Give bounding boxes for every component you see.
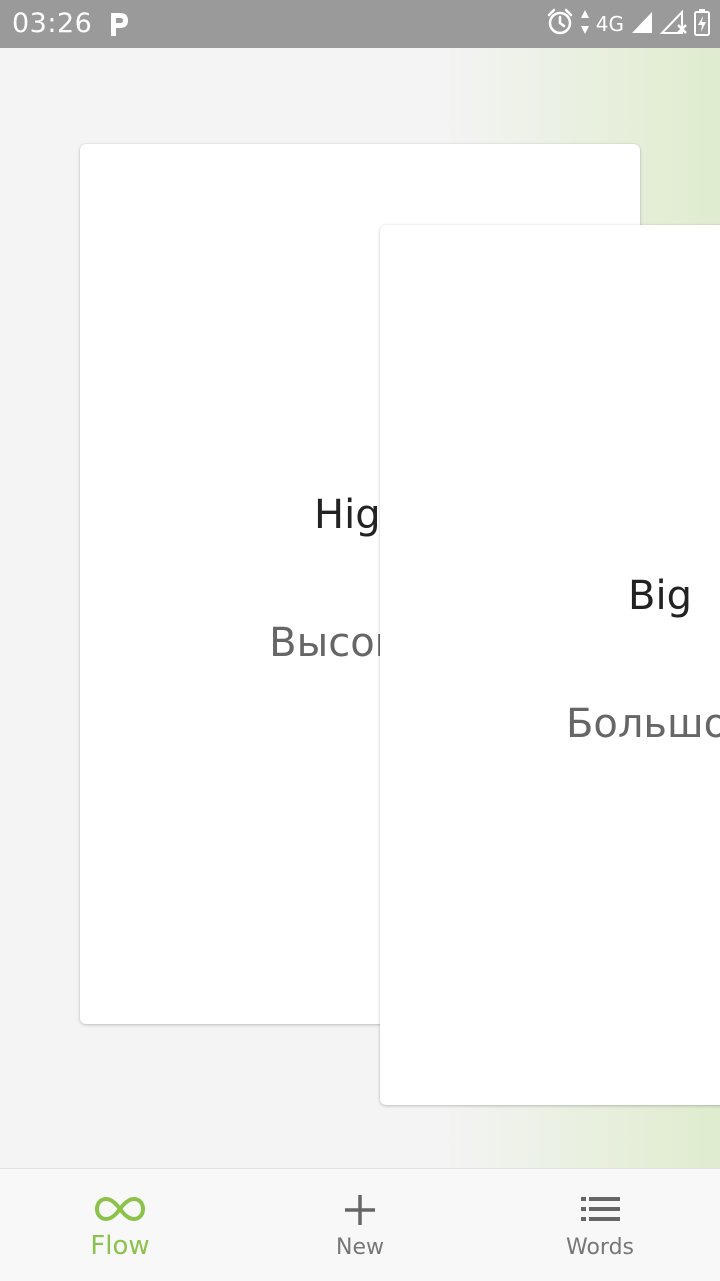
nav-new[interactable]: New — [240, 1169, 480, 1281]
word-card[interactable]: Big Большой — [380, 225, 720, 1105]
card-translation: Большой — [565, 701, 720, 747]
status-icons: 4G — [546, 8, 710, 41]
signal-no-sim-icon — [659, 9, 688, 40]
card-word: Big — [628, 573, 692, 619]
list-icon — [574, 1191, 626, 1227]
battery-icon — [694, 8, 710, 41]
nav-label: Flow — [90, 1231, 150, 1261]
network-type: 4G — [595, 12, 624, 36]
signal-icon — [630, 9, 654, 40]
status-time: 03:26 — [12, 8, 93, 39]
alarm-icon — [546, 8, 574, 41]
data-arrows-icon — [580, 8, 590, 41]
nav-flow[interactable]: Flow — [0, 1169, 240, 1281]
plus-icon — [334, 1191, 386, 1227]
nav-label: Words — [565, 1235, 634, 1260]
flow-area: High Высокий Big Большой — [0, 48, 720, 1168]
nav-words[interactable]: Words — [480, 1169, 720, 1281]
p-icon — [108, 10, 130, 38]
infinity-icon — [94, 1191, 146, 1227]
nav-label: New — [336, 1235, 384, 1260]
bottom-navigation: Flow New Words — [0, 1168, 720, 1281]
status-bar: 03:26 4G — [0, 0, 720, 48]
